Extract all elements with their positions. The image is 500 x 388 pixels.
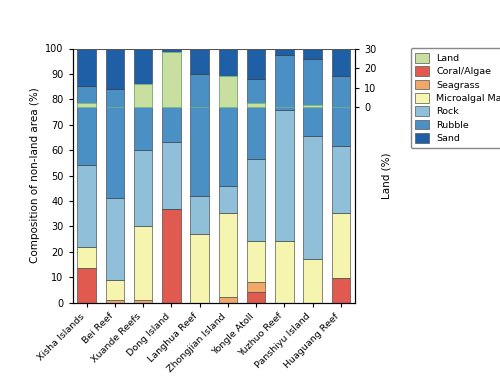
Bar	[162, 142, 180, 209]
Bar	[304, 259, 322, 303]
Bar	[106, 89, 124, 198]
Bar	[275, 55, 293, 111]
Bar	[134, 84, 152, 107]
Bar	[190, 48, 209, 74]
Bar	[247, 48, 266, 79]
Bar	[332, 48, 350, 76]
Bar	[304, 105, 322, 107]
Bar	[218, 81, 237, 186]
Bar	[247, 103, 266, 107]
Bar	[162, 52, 180, 107]
Bar	[106, 300, 124, 303]
Bar	[134, 226, 152, 300]
Bar	[78, 86, 96, 165]
Bar	[78, 48, 96, 86]
Bar	[106, 48, 124, 89]
Legend: Land, Coral/Algae, Seagrass, Microalgal Mats, Rock, Rubble, Sand: Land, Coral/Algae, Seagrass, Microalgal …	[410, 48, 500, 147]
Bar	[190, 74, 209, 196]
Bar	[78, 268, 96, 303]
Bar	[106, 280, 124, 300]
Bar	[275, 241, 293, 303]
Bar	[162, 66, 180, 142]
Bar	[78, 103, 96, 107]
Bar	[275, 111, 293, 241]
Bar	[332, 213, 350, 278]
Bar	[247, 241, 266, 282]
Bar	[78, 165, 96, 247]
Bar	[247, 293, 266, 303]
Bar	[78, 247, 96, 268]
Bar	[304, 59, 322, 136]
Bar	[218, 297, 237, 303]
Y-axis label: Land (%): Land (%)	[382, 152, 392, 199]
Bar	[275, 48, 293, 55]
Bar	[218, 48, 237, 81]
Bar	[218, 76, 237, 107]
Bar	[247, 159, 266, 241]
Bar	[106, 198, 124, 280]
Bar	[162, 209, 180, 303]
Bar	[134, 48, 152, 90]
Bar	[247, 282, 266, 293]
Bar	[247, 79, 266, 159]
Bar	[134, 300, 152, 303]
Bar	[332, 76, 350, 146]
Bar	[332, 278, 350, 303]
Bar	[304, 48, 322, 59]
Bar	[162, 48, 180, 66]
Bar	[190, 234, 209, 303]
Bar	[332, 146, 350, 213]
Y-axis label: Composition of non-land area (%): Composition of non-land area (%)	[30, 88, 40, 263]
Bar	[134, 150, 152, 226]
Bar	[218, 213, 237, 297]
Bar	[218, 186, 237, 213]
Bar	[190, 196, 209, 234]
Bar	[134, 90, 152, 150]
Bar	[304, 136, 322, 259]
